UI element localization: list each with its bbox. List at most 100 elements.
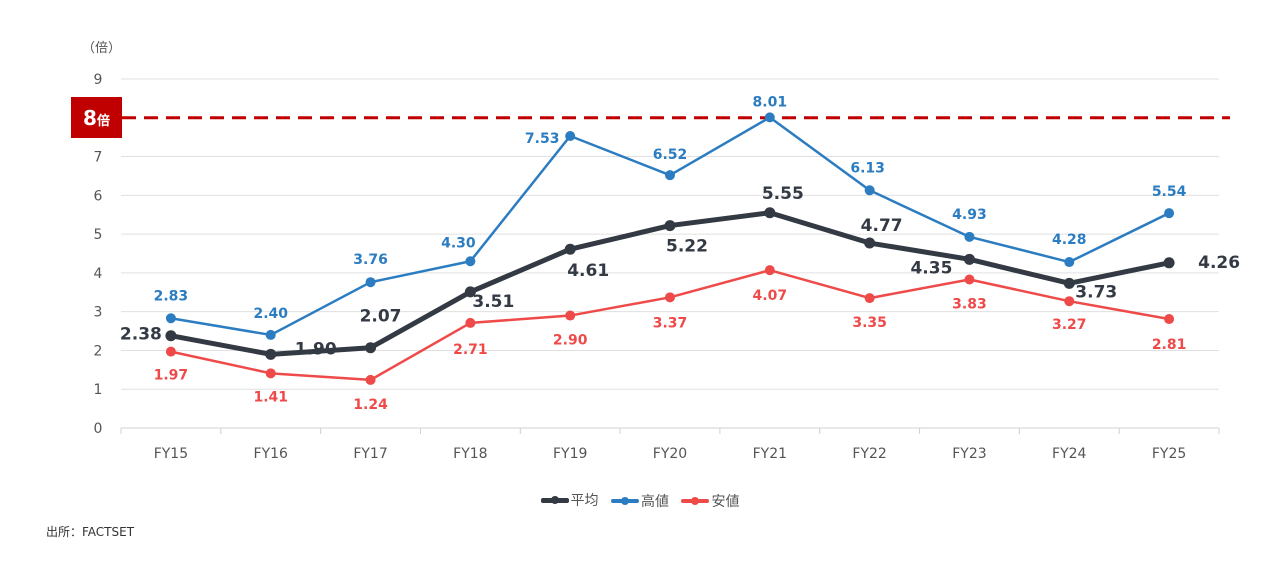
x-tick-label: FY19 xyxy=(553,446,587,462)
data-label-low: 3.83 xyxy=(952,296,987,312)
data-point-low xyxy=(665,292,675,303)
data-label-avg: 4.61 xyxy=(567,261,609,281)
source-note: 出所：FACTSET xyxy=(46,525,135,539)
data-point-low xyxy=(165,346,176,357)
data-point-high xyxy=(565,131,576,142)
data-point-low xyxy=(465,317,476,328)
y-axis-unit: （倍） xyxy=(82,41,122,56)
legend-item-high[interactable]: 高値 xyxy=(611,491,669,511)
data-point-low xyxy=(565,310,576,321)
x-tick-label: FY22 xyxy=(852,446,886,462)
data-label-avg: 5.55 xyxy=(762,184,804,204)
data-label-avg: 4.26 xyxy=(1198,253,1240,273)
data-point-low xyxy=(1164,314,1175,325)
data-point-high xyxy=(764,112,775,123)
data-label-low: 1.24 xyxy=(353,397,388,413)
data-point-high xyxy=(864,185,875,196)
legend-swatch-avg xyxy=(540,495,569,504)
y-tick-label: 1 xyxy=(94,382,103,398)
y-tick-label: 2 xyxy=(94,343,103,359)
data-point-high xyxy=(365,277,376,288)
data-label-avg: 4.35 xyxy=(910,258,952,278)
y-tick-label: 9 xyxy=(94,72,103,88)
data-point-low xyxy=(864,293,875,304)
data-point-avg xyxy=(864,237,876,249)
data-point-high xyxy=(964,231,975,242)
data-label-avg: 3.51 xyxy=(472,292,514,312)
data-label-high: 8.01 xyxy=(753,94,788,110)
data-label-high: 4.30 xyxy=(441,235,476,251)
data-label-avg: 3.73 xyxy=(1075,282,1117,302)
legend-swatch-high xyxy=(611,496,639,505)
data-point-avg xyxy=(1063,277,1075,289)
data-label-low: 2.81 xyxy=(1152,337,1187,353)
data-label-low: 2.71 xyxy=(453,342,488,358)
data-label-low: 1.41 xyxy=(253,389,288,405)
data-label-high: 3.76 xyxy=(353,252,388,268)
data-point-high xyxy=(465,256,476,267)
x-tick-label: FY18 xyxy=(453,446,487,462)
legend-item-avg[interactable]: 平均 xyxy=(540,490,599,510)
data-point-low xyxy=(1064,296,1075,307)
data-point-high xyxy=(1064,257,1075,268)
x-tick-label: FY24 xyxy=(1052,446,1087,462)
data-point-avg xyxy=(464,286,476,298)
legend-label-low: 安値 xyxy=(711,493,740,510)
y-tick-label: 3 xyxy=(94,305,103,321)
data-label-low: 2.90 xyxy=(553,333,588,349)
data-label-avg: 5.22 xyxy=(666,237,708,257)
data-label-high: 4.93 xyxy=(952,207,987,223)
data-label-high: 4.28 xyxy=(1052,232,1087,248)
y-tick-label: 5 xyxy=(94,227,103,243)
data-label-high: 2.83 xyxy=(154,288,189,304)
data-label-high: 7.53 xyxy=(525,131,560,147)
data-point-avg xyxy=(365,342,377,354)
x-tick-label: FY21 xyxy=(753,446,787,462)
data-label-low: 3.27 xyxy=(1052,317,1087,333)
y-tick-label: 0 xyxy=(94,421,103,437)
x-tick-label: FY23 xyxy=(952,446,986,462)
data-label-high: 6.13 xyxy=(850,160,885,176)
data-point-high xyxy=(265,329,276,340)
data-point-high xyxy=(665,170,675,181)
data-point-avg xyxy=(664,220,676,232)
legend: 平均 高値 安値 xyxy=(0,490,1280,511)
x-tick-label: FY16 xyxy=(254,446,289,462)
chart: 0 1 2 3 4 5 6 7 9 FY15 FY16 FY17 FY18 FY19 FY20 FY21 FY2… xyxy=(94,72,1241,462)
data-label-high: 6.52 xyxy=(653,147,688,163)
y-tick-label: 6 xyxy=(94,188,103,204)
data-point-avg xyxy=(963,253,975,265)
data-point-low xyxy=(764,265,775,276)
data-point-low xyxy=(365,374,376,385)
x-tick-label: FY15 xyxy=(154,446,188,462)
data-point-avg xyxy=(265,348,277,360)
x-tick-label: FY17 xyxy=(353,446,387,462)
data-point-avg xyxy=(165,330,177,342)
data-point-low xyxy=(265,368,276,379)
data-point-high xyxy=(165,313,176,324)
data-label-high: 2.40 xyxy=(253,306,288,322)
y-tick-label: 7 xyxy=(94,150,103,166)
data-label-high: 5.54 xyxy=(1152,184,1187,200)
data-label-avg: 1.90 xyxy=(295,339,337,359)
reference-badge-unit: 倍 xyxy=(96,114,110,129)
legend-label-high: 高値 xyxy=(641,493,669,510)
data-point-avg xyxy=(1163,257,1175,269)
data-label-low: 3.37 xyxy=(653,315,688,331)
reference-badge-value: 8 xyxy=(83,105,97,130)
x-tick-label: FY25 xyxy=(1152,446,1186,462)
data-point-avg xyxy=(564,243,576,255)
data-label-avg: 2.38 xyxy=(120,325,162,345)
data-point-low xyxy=(964,274,975,285)
data-label-low: 1.97 xyxy=(154,368,189,384)
data-label-avg: 2.07 xyxy=(360,307,402,327)
legend-item-low[interactable]: 安値 xyxy=(681,491,739,511)
data-label-low: 3.35 xyxy=(852,315,887,331)
data-point-high xyxy=(1164,208,1175,219)
data-label-low: 4.07 xyxy=(753,288,788,304)
data-label-avg: 4.77 xyxy=(861,216,903,236)
data-point-avg xyxy=(764,207,776,219)
y-tick-label: 4 xyxy=(94,266,103,282)
legend-swatch-low xyxy=(681,496,710,505)
